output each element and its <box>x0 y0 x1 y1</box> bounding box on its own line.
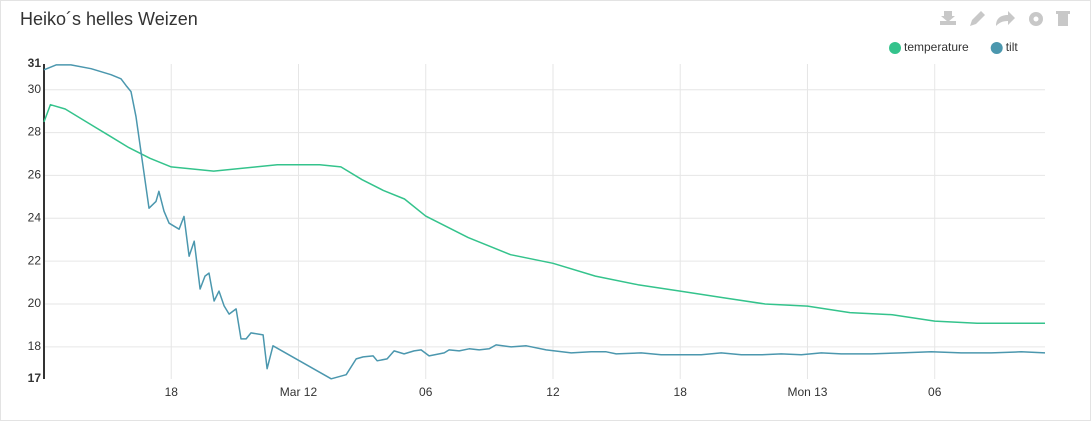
x-tick-label: Mon 13 <box>787 385 827 399</box>
x-tick-label: 18 <box>165 385 179 399</box>
legend-item: temperature <box>889 40 969 54</box>
x-tick-label: 06 <box>928 385 942 399</box>
delete-icon[interactable] <box>1056 11 1070 26</box>
y-tick-label: 18 <box>28 339 42 353</box>
panel-icons <box>940 11 1070 26</box>
x-tick-label: 12 <box>546 385 560 399</box>
legend-swatch <box>990 42 1003 54</box>
share-icon[interactable] <box>996 11 1015 26</box>
series-line <box>43 103 1045 325</box>
y-tick-label: 24 <box>28 210 42 224</box>
y-tick-label: 17 <box>28 371 42 385</box>
settings-icon[interactable] <box>1029 12 1043 26</box>
x-tick-label: 18 <box>674 385 688 399</box>
y-tick-label: 22 <box>28 253 42 267</box>
legend-label: tilt <box>1006 40 1019 54</box>
legend-swatch <box>889 42 901 54</box>
x-tick-label: Mar 12 <box>280 385 318 399</box>
series-line <box>43 64 1046 380</box>
x-tick-label: 06 <box>419 385 433 399</box>
chart-title: Heiko´s helles Weizen <box>20 9 198 29</box>
y-tick-label: 30 <box>28 82 42 96</box>
y-tick-label: 31 <box>28 56 42 70</box>
edit-icon[interactable] <box>970 11 985 26</box>
y-tick-label: 26 <box>28 168 42 182</box>
y-tick-label: 28 <box>28 125 42 139</box>
download-icon[interactable] <box>940 11 956 25</box>
y-tick-label: 20 <box>28 296 42 310</box>
legend-label: temperature <box>904 40 969 54</box>
legend-item: tilt <box>990 40 1019 54</box>
